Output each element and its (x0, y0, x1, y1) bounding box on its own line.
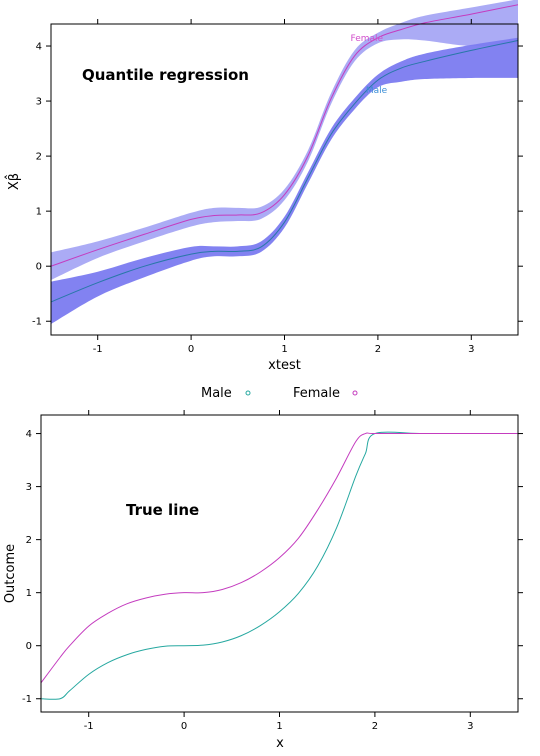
legend-female-symbol (352, 390, 358, 396)
quantile-regression-panel: -1 0 1 2 3 -1 0 1 2 3 4 Quantile regression xtest… (5, 0, 523, 373)
x-axis-ticks: -1 0 1 2 3 (84, 410, 473, 732)
y-tick-label: 4 (36, 42, 42, 53)
male-true-line (40, 431, 518, 700)
x-tick-label: 3 (468, 344, 474, 355)
y-tick-label: 1 (36, 207, 42, 218)
x-axis-ticks: -1 0 1 2 3 (93, 19, 474, 355)
y-tick-label: 1 (26, 588, 32, 599)
y-tick-label: 2 (26, 535, 32, 546)
x-tick-label: 1 (281, 344, 287, 355)
legend-male-label: Male (201, 386, 232, 401)
plot-frame (40, 414, 519, 713)
male-regression-line (50, 40, 519, 303)
x-tick-label: 3 (467, 721, 473, 732)
x-axis-title: x (276, 736, 284, 751)
female-true-line (40, 432, 518, 684)
legend-male-symbol (245, 390, 251, 396)
female-series-label: Female (351, 34, 384, 44)
y-axis-ticks: -1 0 1 2 3 4 (32, 42, 523, 328)
male-series-label: Male (366, 86, 388, 96)
y-tick-label: -1 (32, 317, 42, 328)
x-tick-label: 2 (375, 344, 381, 355)
y-tick-label: 3 (36, 97, 42, 108)
true-lines (40, 431, 518, 700)
y-tick-label: 4 (26, 429, 32, 440)
x-tick-label: -1 (93, 344, 103, 355)
panel-title: True line (126, 501, 199, 519)
x-tick-label: 0 (181, 721, 187, 732)
female-confidence-band (51, 0, 518, 280)
x-tick-label: 2 (372, 721, 378, 732)
y-axis-ticks: -1 0 1 2 3 4 (22, 429, 523, 705)
y-tick-label: 0 (36, 262, 42, 273)
y-tick-label: 3 (26, 482, 32, 493)
y-axis-title: Xβ̂ (5, 173, 22, 190)
female-regression-line (50, 4, 519, 267)
regression-lines (50, 4, 519, 303)
male-confidence-band (51, 37, 518, 324)
confidence-bands (51, 0, 518, 324)
panel-title: Quantile regression (82, 66, 249, 84)
x-tick-label: 1 (276, 721, 282, 732)
x-tick-label: 0 (188, 344, 194, 355)
legend: Male Female (201, 386, 358, 401)
true-line-panel: -1 0 1 2 3 -1 0 1 2 3 4 True line x Outcome (3, 410, 523, 751)
y-axis-title: Outcome (3, 544, 18, 603)
y-tick-label: 0 (26, 641, 32, 652)
legend-female-label: Female (293, 386, 340, 401)
x-axis-title: xtest (268, 358, 301, 373)
y-tick-label: -1 (22, 694, 32, 705)
x-tick-label: -1 (84, 721, 94, 732)
y-tick-label: 2 (36, 152, 42, 163)
